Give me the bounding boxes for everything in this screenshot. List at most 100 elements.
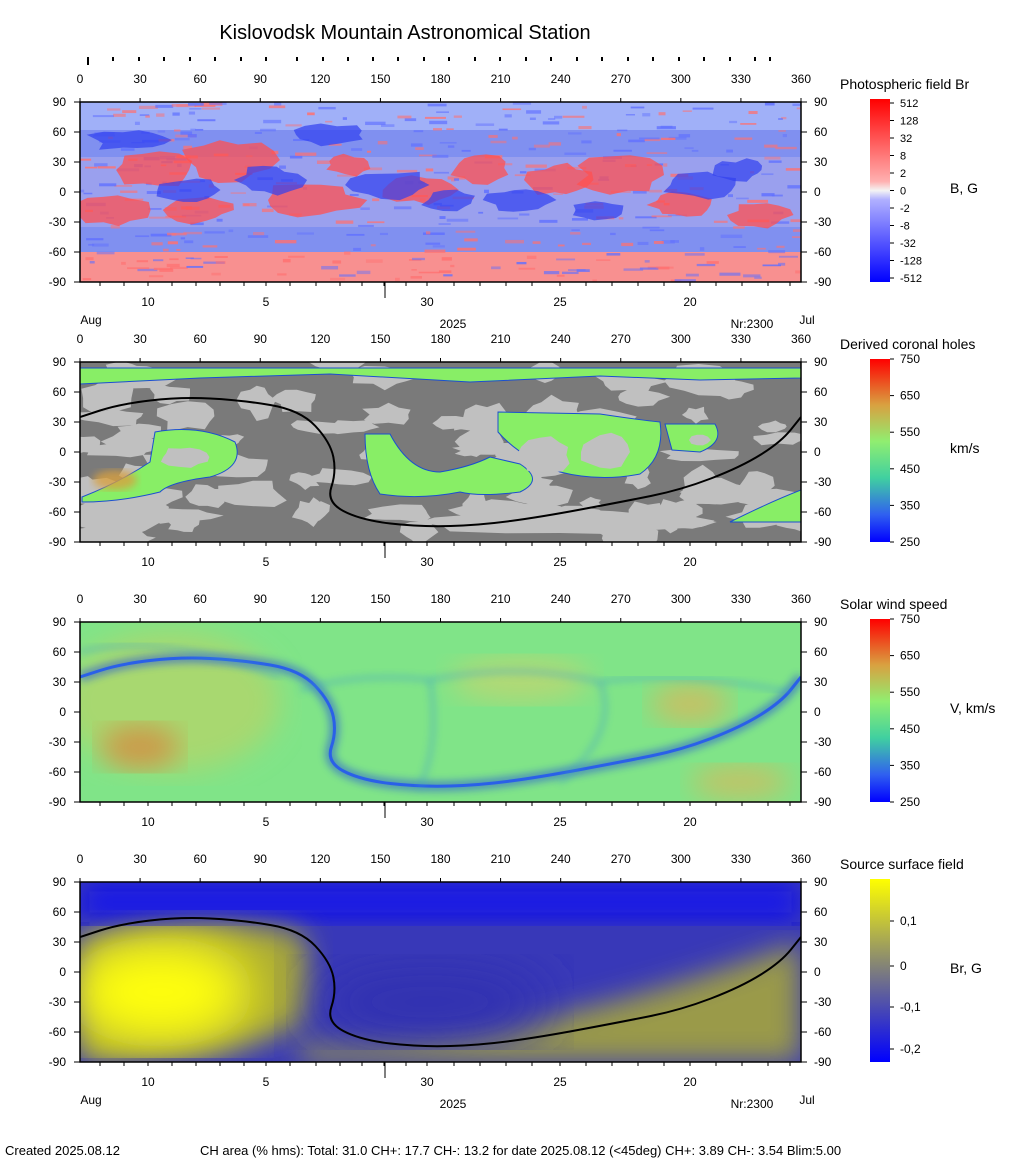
field-texture	[571, 218, 588, 221]
field-texture	[424, 116, 446, 119]
lon-tick-label: 330	[731, 72, 751, 86]
field-texture	[328, 143, 342, 146]
field-texture	[443, 274, 453, 277]
field-texture	[138, 105, 158, 109]
field-texture	[764, 102, 775, 106]
field-texture	[418, 154, 437, 157]
lon-tick-label: 30	[133, 332, 147, 346]
field-texture	[418, 271, 440, 274]
lat-tick-label-right: 60	[814, 645, 828, 659]
colorbar-label: 512	[900, 98, 918, 110]
field-texture	[453, 115, 462, 118]
ch-closed-region	[325, 420, 380, 435]
field-texture	[411, 269, 417, 271]
field-texture	[148, 208, 162, 210]
lon-tick-label: 210	[491, 592, 511, 606]
ch-closed-region	[516, 436, 570, 473]
colorbar-unit: Br, G	[950, 960, 982, 976]
field-texture	[502, 108, 522, 111]
field-texture	[332, 260, 342, 264]
ch-closed-region	[363, 504, 431, 523]
field-texture	[88, 243, 95, 246]
field-texture	[171, 103, 189, 107]
field-texture	[174, 138, 190, 141]
lon-tick-label: 0	[77, 332, 84, 346]
field-texture	[764, 144, 778, 148]
field-texture	[422, 232, 445, 235]
slow-wind-line	[80, 656, 801, 788]
field-texture	[413, 130, 424, 133]
field-texture	[778, 255, 798, 258]
field-texture	[561, 271, 579, 275]
lon-tick-label: 210	[491, 72, 511, 86]
field-texture	[678, 134, 691, 138]
colorbar-label: 750	[900, 612, 920, 626]
colorbar-label: -0,1	[900, 1000, 921, 1014]
date-tick-label: 20	[683, 555, 697, 569]
date-tick-label: 30	[420, 1075, 434, 1089]
lat-tick-label-right: 0	[814, 965, 821, 979]
field-texture	[242, 203, 257, 207]
ch-closed-region	[452, 446, 512, 457]
field-texture	[570, 232, 581, 235]
lon-tick-label: 120	[310, 592, 330, 606]
field-texture	[404, 118, 417, 122]
chart-title: Kislovodsk Mountain Astronomical Station	[219, 22, 590, 44]
field-texture	[616, 133, 621, 137]
ch-closed-region	[80, 497, 176, 527]
field-texture	[188, 111, 196, 115]
positive-region	[727, 203, 794, 229]
colorbar-label: 650	[900, 649, 920, 663]
field-texture	[427, 103, 447, 107]
ch-closed-region	[218, 480, 287, 507]
panel-title: Source surface field	[840, 856, 964, 872]
lat-tick-label-left: 0	[59, 705, 66, 719]
field-texture	[635, 216, 657, 219]
date-tick-label: 20	[683, 295, 697, 309]
lat-tick-label-left: 30	[53, 935, 67, 949]
field-texture	[743, 274, 761, 278]
field-texture	[335, 220, 354, 224]
field-texture	[149, 216, 171, 219]
ch-closed-region	[580, 432, 630, 469]
field-texture	[441, 257, 452, 261]
colorbar	[870, 99, 890, 282]
negative-region	[572, 201, 624, 221]
date-tick-label: 25	[553, 555, 567, 569]
negative-polar-region	[80, 882, 801, 922]
field-texture	[439, 141, 457, 144]
field-texture	[795, 270, 801, 274]
lon-tick-label: 180	[430, 72, 450, 86]
field-texture	[447, 145, 455, 148]
field-texture	[230, 192, 246, 194]
field-texture	[372, 198, 380, 202]
positive-region	[300, 942, 801, 1062]
lat-tick-label-left: -60	[49, 1025, 67, 1039]
field-texture	[189, 108, 202, 110]
field-texture	[379, 232, 389, 236]
negative-region	[86, 130, 172, 150]
lon-tick-label: 60	[193, 852, 207, 866]
field-texture	[136, 260, 149, 263]
field-texture	[699, 247, 705, 251]
field-texture	[289, 155, 303, 159]
panel-title: Photospheric field Br	[840, 76, 970, 92]
colorbar-label: 8	[900, 151, 906, 163]
wind-boundary	[80, 644, 281, 679]
lat-tick-label-right: 30	[814, 675, 828, 689]
field-texture	[277, 273, 287, 276]
field-texture	[380, 124, 395, 127]
field-texture	[696, 263, 716, 267]
field-texture	[642, 113, 651, 117]
field-texture	[209, 102, 227, 105]
rotation-label: Nr:2300	[731, 1097, 774, 1111]
field-texture	[148, 275, 164, 278]
field-texture	[201, 107, 221, 110]
lat-tick-label-right: 30	[814, 155, 828, 169]
field-texture	[321, 265, 339, 270]
colorbar-label: 2	[900, 168, 906, 180]
lat-tick-label-right: -30	[814, 475, 832, 489]
negative-region	[233, 165, 308, 196]
lat-tick-label-left: 0	[59, 445, 66, 459]
